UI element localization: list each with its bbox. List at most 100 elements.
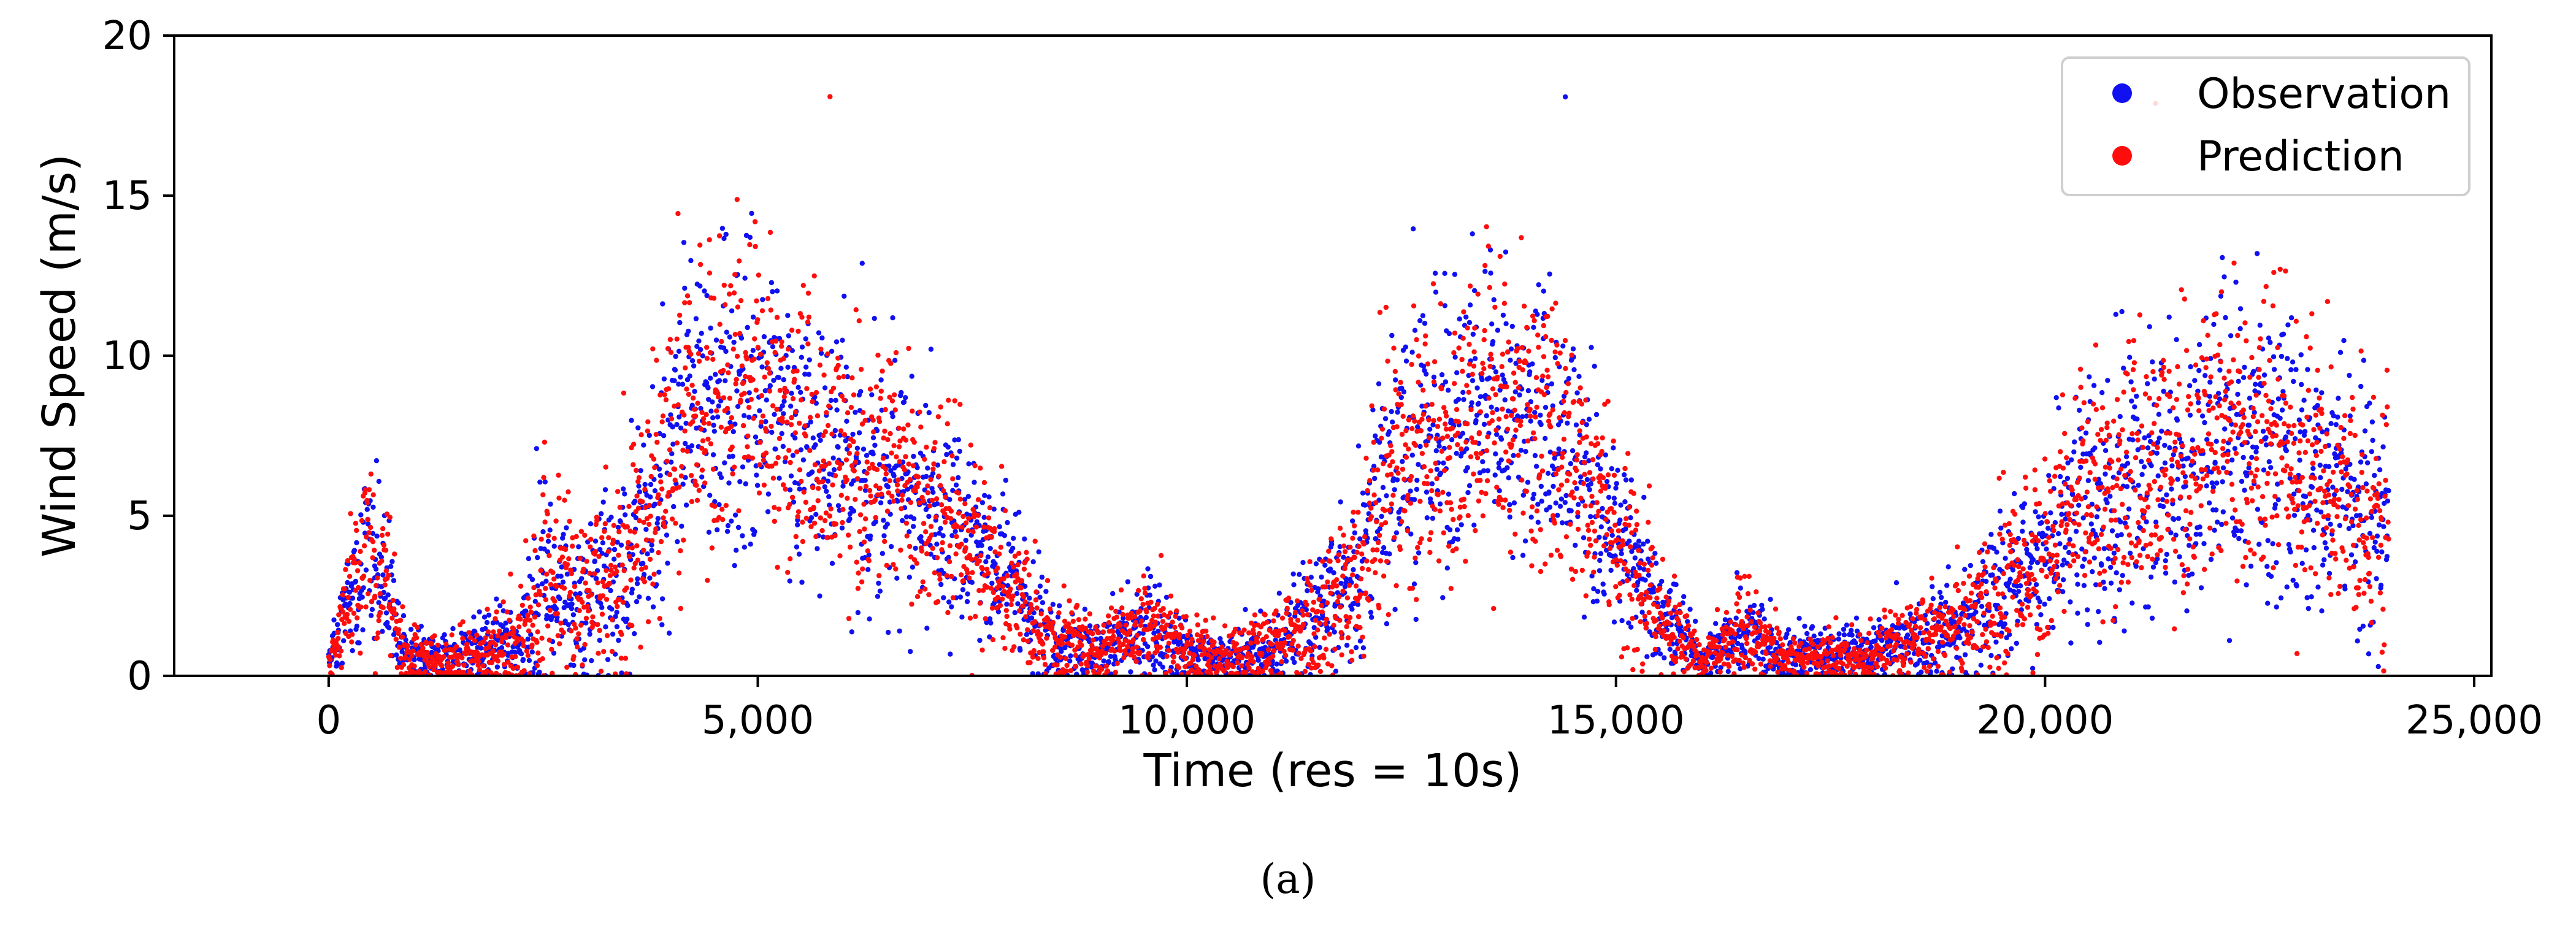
data-point: [686, 300, 692, 305]
data-point: [592, 558, 597, 564]
data-point: [361, 585, 366, 591]
data-point: [946, 599, 952, 605]
data-point: [2242, 488, 2247, 493]
data-point: [666, 630, 672, 636]
data-point: [674, 336, 680, 342]
data-point: [379, 558, 385, 564]
data-point: [950, 488, 956, 493]
data-point: [1424, 489, 1430, 495]
data-point: [1037, 583, 1043, 589]
data-point: [734, 548, 739, 553]
data-point: [2067, 537, 2072, 542]
data-point: [1487, 375, 1492, 381]
data-point: [1217, 636, 1223, 641]
data-point: [523, 608, 529, 614]
data-point: [680, 447, 686, 453]
data-point: [343, 601, 348, 607]
data-point: [2358, 383, 2364, 389]
data-point: [586, 608, 591, 614]
data-point: [2370, 437, 2375, 443]
data-point: [1536, 282, 1541, 288]
data-point: [556, 472, 561, 478]
data-point: [584, 559, 589, 564]
data-point: [2220, 479, 2225, 484]
data-point: [519, 602, 525, 608]
data-point: [646, 521, 652, 527]
data-point: [697, 283, 703, 289]
data-point: [2253, 445, 2260, 450]
data-point: [625, 545, 631, 551]
data-point: [878, 377, 884, 383]
data-point: [768, 307, 774, 313]
data-point: [1400, 459, 1405, 464]
data-point: [1276, 591, 1282, 596]
data-point: [478, 645, 484, 651]
data-point: [2069, 457, 2074, 462]
data-point: [1416, 550, 1422, 556]
data-point: [2209, 480, 2215, 486]
data-point: [617, 505, 623, 510]
data-point: [565, 622, 571, 627]
data-point: [642, 579, 648, 584]
data-point: [1574, 390, 1580, 396]
data-point: [696, 351, 702, 356]
data-point: [605, 549, 611, 554]
data-point: [712, 504, 718, 509]
data-point: [1510, 554, 1516, 561]
data-point: [664, 532, 670, 538]
data-point: [675, 211, 681, 216]
data-point: [2290, 359, 2296, 365]
data-point: [709, 545, 715, 551]
data-point: [2128, 379, 2134, 385]
data-point: [1545, 470, 1551, 476]
data-point: [780, 443, 786, 450]
data-point: [2060, 577, 2066, 583]
data-point: [1804, 630, 1810, 637]
data-point: [2069, 492, 2076, 497]
data-point: [369, 607, 375, 612]
data-point: [2247, 396, 2253, 401]
data-point: [820, 479, 826, 484]
data-point: [845, 374, 851, 380]
data-point: [560, 579, 566, 585]
data-point: [773, 339, 779, 344]
data-point: [2328, 421, 2334, 426]
data-point: [1563, 94, 1568, 100]
data-point: [733, 381, 738, 386]
data-point: [386, 602, 393, 607]
data-point: [629, 418, 634, 423]
data-point: [347, 589, 352, 595]
data-point: [2274, 604, 2279, 610]
data-point: [376, 478, 381, 484]
data-point: [1471, 288, 1478, 294]
data-point: [854, 445, 861, 451]
data-point: [656, 500, 662, 507]
data-point: [543, 578, 549, 584]
data-point: [616, 529, 622, 535]
data-point: [335, 635, 341, 641]
data-point: [654, 358, 659, 363]
data-point: [574, 636, 580, 641]
data-point: [2132, 404, 2137, 410]
data-point: [1121, 615, 1126, 621]
data-point: [719, 339, 724, 345]
data-point: [403, 637, 408, 643]
data-point: [640, 499, 645, 505]
data-point: [443, 647, 448, 653]
data-point: [929, 486, 935, 491]
data-point: [2081, 583, 2087, 588]
data-point: [642, 481, 648, 488]
data-point: [1344, 643, 1350, 648]
data-point: [982, 492, 987, 499]
data-point: [348, 607, 353, 612]
data-point: [868, 533, 873, 539]
data-point: [1503, 321, 1509, 326]
data-point: [706, 421, 712, 426]
data-point: [600, 593, 606, 599]
data-point: [675, 402, 681, 408]
data-point: [956, 475, 961, 481]
data-point: [424, 640, 429, 646]
data-point: [1148, 573, 1154, 580]
data-point: [550, 570, 556, 575]
data-point: [969, 580, 975, 585]
